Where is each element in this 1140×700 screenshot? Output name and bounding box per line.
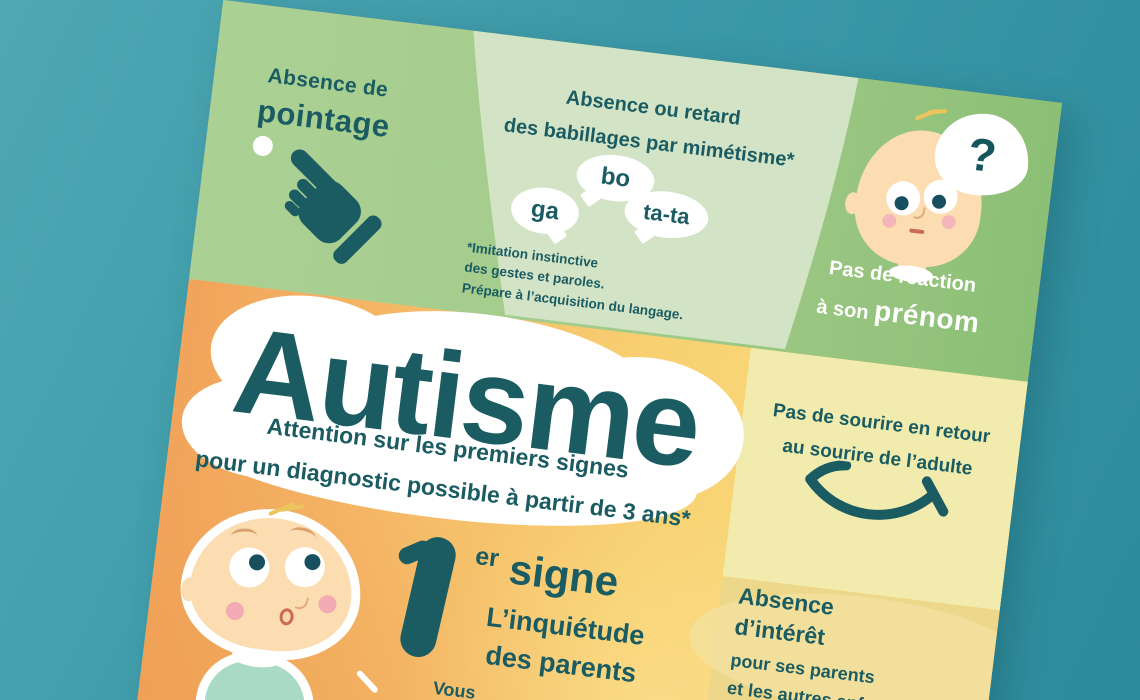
- baby-head: [172, 498, 370, 670]
- baby-hair: [926, 108, 948, 115]
- pointing-hand-icon: [284, 149, 382, 264]
- name-caption-prefix: à son: [815, 295, 870, 324]
- first-sign-ordinal: er: [473, 541, 501, 573]
- baby-face-curious: [155, 491, 414, 700]
- question-mark: ?: [964, 127, 1000, 183]
- autism-infographic-poster: Absence de pointage Absence ou retard de…: [101, 0, 1063, 700]
- smile-icon: [805, 460, 949, 520]
- question-bubble: ?: [930, 108, 1034, 202]
- poster-background-art: [101, 0, 1062, 700]
- bubble-text-bo: bo: [599, 162, 632, 193]
- bubble-text-tata: ta-ta: [641, 198, 692, 230]
- bubble-text-ga: ga: [529, 195, 561, 226]
- numeral-one-icon: [398, 537, 456, 657]
